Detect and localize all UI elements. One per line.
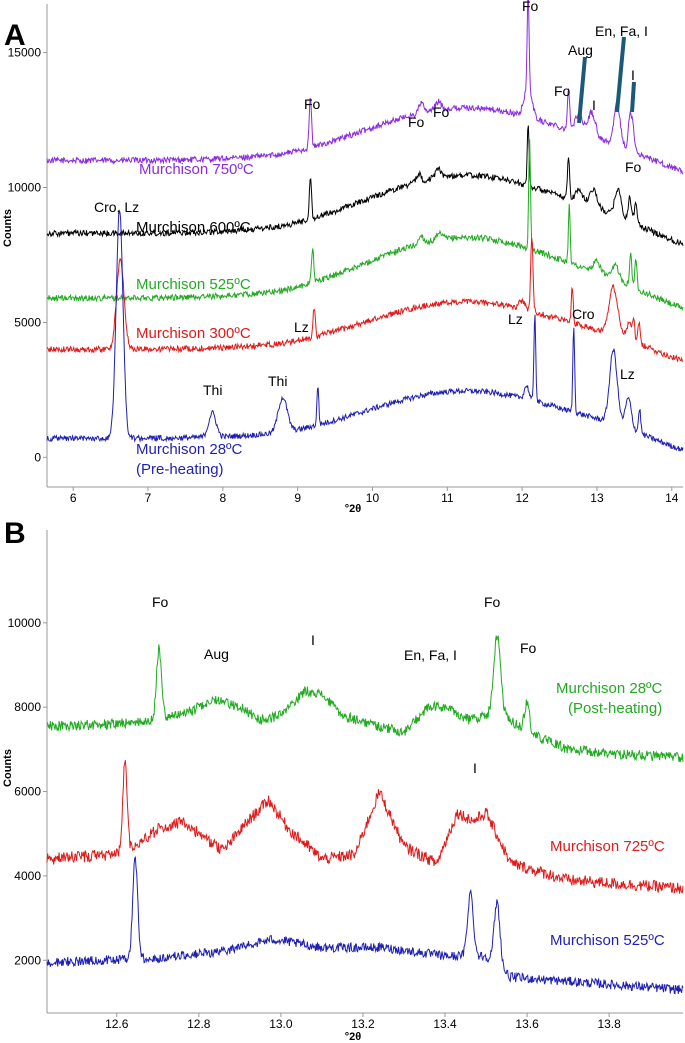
x-tick-label: 13.0 bbox=[269, 1017, 293, 1031]
series-label-28: Murchison 28ºC bbox=[136, 441, 243, 458]
series-line-3 bbox=[46, 139, 684, 311]
peak-annotation: Lz bbox=[620, 366, 635, 382]
peak-annotation: I bbox=[311, 632, 315, 648]
panel-b-x-title: °2θ bbox=[345, 1031, 362, 1043]
panel-b-letter: B bbox=[4, 517, 26, 550]
peak-marker-bar bbox=[615, 36, 626, 113]
y-tick-label: 6000 bbox=[14, 785, 41, 799]
peak-annotation: En, Fa, I bbox=[595, 23, 648, 39]
peak-annotation: I bbox=[631, 67, 635, 83]
panel-a: A 6 7 8 9 10 11 12 13 14 0 5000 10000 15000 Murchiso… bbox=[2, 0, 684, 515]
x-tick-label: 12.8 bbox=[187, 1017, 211, 1031]
peak-annotation: Cro bbox=[572, 306, 595, 322]
peak-annotation: Fo bbox=[625, 159, 642, 175]
x-tick-label: 8 bbox=[219, 491, 226, 505]
x-tick-label: 10 bbox=[366, 491, 380, 505]
peak-marker-bar bbox=[630, 81, 636, 113]
x-tick-label: 11 bbox=[441, 491, 454, 505]
series-line-2 bbox=[46, 760, 684, 894]
series-label-postheating: (Post-heating) bbox=[568, 700, 662, 717]
peak-annotation: Thi bbox=[268, 373, 287, 389]
series-line-1 bbox=[46, 635, 684, 763]
panel-a-letter: A bbox=[4, 19, 26, 52]
panel-b: B 12.6 12.8 13.0 13.2 13.4 13.6 13.8 2000 4000 60… bbox=[2, 517, 684, 1043]
panel-a-y-title: Counts bbox=[2, 209, 14, 247]
panel-b-ticks: 12.6 12.8 13.0 13.2 13.4 13.6 13.8 2000 4000 6000… bbox=[8, 616, 622, 1031]
series-line-3 bbox=[46, 855, 684, 995]
panel-b-series bbox=[46, 635, 684, 995]
y-tick-label: 2000 bbox=[14, 953, 41, 967]
series-label-600: Murchison 600ºC bbox=[136, 219, 251, 236]
peak-annotation: Aug bbox=[568, 42, 593, 58]
panel-a-x-title: °2θ bbox=[345, 503, 362, 515]
panel-a-ticks: 6 7 8 9 10 11 12 13 14 0 5000 10000 15000 bbox=[8, 46, 679, 505]
panel-b-labels: Murchison 28ºC (Post-heating) Murchison … bbox=[550, 680, 665, 949]
y-tick-label: 15000 bbox=[8, 46, 42, 60]
peak-annotation: I bbox=[592, 97, 596, 113]
x-tick-label: 13.8 bbox=[597, 1017, 621, 1031]
x-tick-label: 9 bbox=[294, 491, 301, 505]
peak-annotation: Fo bbox=[152, 594, 169, 610]
peak-annotation: Fo bbox=[304, 96, 321, 112]
panel-a-labels: Murchison 750ºC Murchison 600ºC Murchiso… bbox=[136, 161, 254, 478]
peak-annotation: Fo bbox=[520, 640, 537, 656]
peak-annotation: I bbox=[473, 760, 477, 776]
peak-annotation: Aug bbox=[204, 646, 229, 662]
peak-annotation: Cro, Lz bbox=[94, 199, 139, 215]
x-tick-label: 7 bbox=[145, 491, 152, 505]
series-line-5 bbox=[46, 209, 684, 452]
peak-annotation: Thi bbox=[203, 382, 222, 398]
series-label-525: Murchison 525ºC bbox=[136, 276, 251, 293]
peak-annotation: Fo bbox=[554, 83, 571, 99]
peak-annotation: Fo bbox=[408, 114, 425, 130]
peak-annotation: Lz bbox=[508, 311, 523, 327]
panel-a-annotations: Fo Fo Fo Fo Fo Aug En, Fa, I I I Fo Cro,… bbox=[94, 0, 648, 398]
y-tick-label: 0 bbox=[34, 450, 41, 464]
peak-annotation: Fo bbox=[522, 0, 539, 14]
x-tick-label: 6 bbox=[70, 491, 77, 505]
panel-b-annotations: Fo Aug I En, Fa, I Fo Fo I bbox=[152, 594, 537, 776]
y-tick-label: 10000 bbox=[8, 180, 42, 194]
panel-a-series bbox=[46, 0, 684, 452]
peak-annotation: Lz bbox=[294, 319, 309, 335]
peak-annotation: Fo bbox=[484, 594, 501, 610]
x-tick-label: 13.4 bbox=[433, 1017, 457, 1031]
y-tick-label: 8000 bbox=[14, 700, 41, 714]
series-line-2 bbox=[46, 125, 684, 247]
x-tick-label: 13.6 bbox=[515, 1017, 539, 1031]
x-tick-label: 13.2 bbox=[351, 1017, 375, 1031]
y-tick-label: 10000 bbox=[8, 616, 42, 630]
series-line-4 bbox=[46, 238, 684, 363]
y-tick-label: 4000 bbox=[14, 869, 41, 883]
series-label-525: Murchison 525ºC bbox=[550, 932, 665, 949]
series-label-28-post: Murchison 28ºC bbox=[556, 680, 663, 697]
x-tick-label: 13 bbox=[590, 491, 604, 505]
series-label-300: Murchison 300ºC bbox=[136, 325, 251, 342]
series-line-1 bbox=[46, 0, 684, 175]
series-label-preheating: (Pre-heating) bbox=[136, 461, 224, 478]
x-tick-label: 12.6 bbox=[105, 1017, 129, 1031]
series-label-750: Murchison 750ºC bbox=[139, 161, 254, 178]
x-tick-label: 12 bbox=[515, 491, 529, 505]
x-tick-label: 14 bbox=[665, 491, 679, 505]
series-label-725: Murchison 725ºC bbox=[550, 838, 665, 855]
panel-b-y-title: Counts bbox=[2, 749, 14, 787]
peak-annotation: En, Fa, I bbox=[404, 647, 457, 663]
panel-a-markers bbox=[577, 36, 636, 124]
y-tick-label: 5000 bbox=[14, 315, 41, 329]
peak-annotation: Fo bbox=[433, 104, 450, 120]
peak-marker-bar bbox=[577, 56, 587, 124]
